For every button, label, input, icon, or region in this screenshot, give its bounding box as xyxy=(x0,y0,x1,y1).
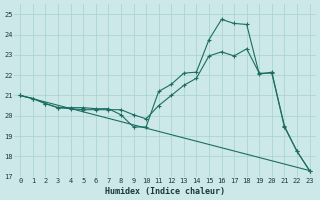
X-axis label: Humidex (Indice chaleur): Humidex (Indice chaleur) xyxy=(105,187,225,196)
